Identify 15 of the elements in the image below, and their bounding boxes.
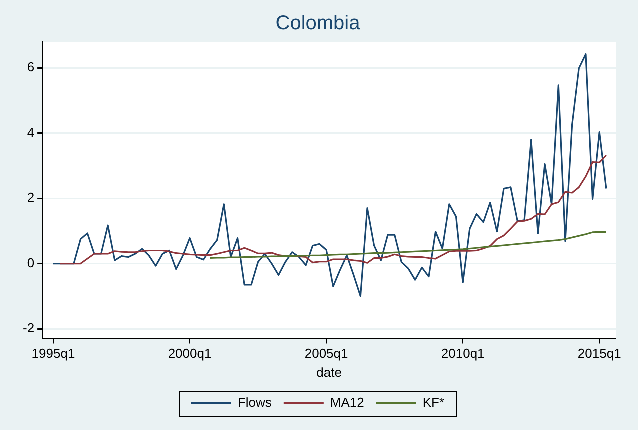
y-tick-label: 2 xyxy=(27,190,35,206)
x-tick-label: 2010q1 xyxy=(441,346,485,362)
y-tick-label: 6 xyxy=(27,60,35,75)
legend-label: KF* xyxy=(422,395,445,410)
legend-label: Flows xyxy=(238,395,272,410)
x-tick-label: 2000q1 xyxy=(168,346,212,362)
y-tick-label: 4 xyxy=(27,124,35,140)
chart-title: Colombia xyxy=(276,12,362,35)
x-axis-title: date xyxy=(316,364,342,380)
x-tick-label: 2015q1 xyxy=(578,346,622,362)
legend-label: MA12 xyxy=(330,395,364,410)
x-tick-label: 2005q1 xyxy=(304,346,348,362)
y-tick-label: 0 xyxy=(27,255,35,270)
y-tick-label: -2 xyxy=(22,320,35,336)
x-tick-label: 1995q1 xyxy=(32,346,76,362)
